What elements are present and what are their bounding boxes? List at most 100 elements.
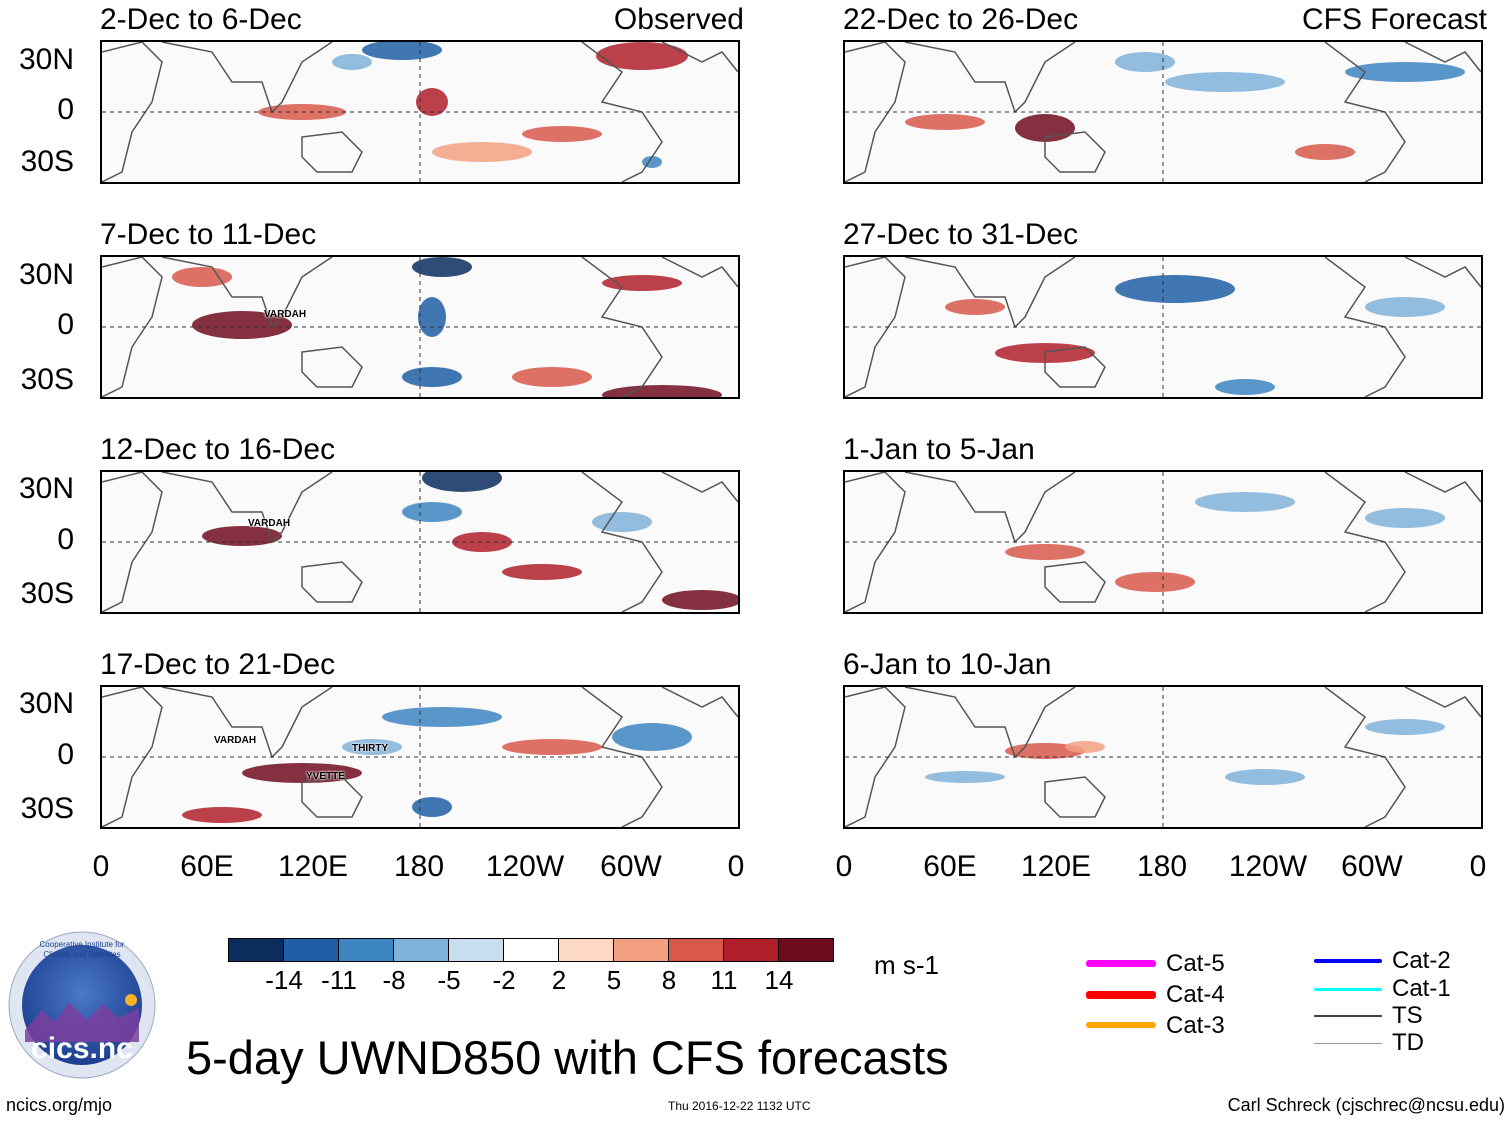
colorbar-label: 5 bbox=[606, 965, 622, 995]
lon-label: 60W bbox=[600, 850, 662, 883]
lat-label-eq: 0 bbox=[57, 738, 74, 771]
storm-label-vardah: VARDAH bbox=[214, 735, 257, 746]
lon-label: 0 bbox=[92, 850, 110, 883]
coastline bbox=[1324, 42, 1406, 182]
anomaly-map bbox=[100, 40, 740, 184]
anomaly-map bbox=[843, 255, 1483, 399]
anomaly-blob bbox=[1165, 72, 1285, 92]
colorbar-label: -8 bbox=[382, 965, 406, 995]
panel-left-3: 12-Dec to 16-Dec VARDAH bbox=[100, 432, 740, 614]
coastline bbox=[1404, 42, 1481, 73]
panel-title: 6-Jan to 10-Jan bbox=[843, 648, 1052, 681]
coastline bbox=[1324, 472, 1406, 612]
anomaly-blob bbox=[925, 771, 1005, 783]
anomaly-blob bbox=[1195, 492, 1295, 512]
storm-label-vardah: VARDAH bbox=[264, 309, 307, 320]
coastline bbox=[904, 687, 1076, 759]
panel-title: 27-Dec to 31-Dec bbox=[843, 218, 1079, 251]
colorbar-label: 2 bbox=[551, 965, 567, 995]
legend-swatch-cat3 bbox=[1086, 1022, 1156, 1028]
coastline bbox=[845, 257, 906, 397]
lon-label: 0 bbox=[1469, 850, 1487, 883]
colorbar-swatch bbox=[339, 939, 394, 961]
anomaly-blob bbox=[602, 275, 682, 291]
lat-label-30n: 30N bbox=[18, 687, 74, 720]
anomaly-blob bbox=[512, 367, 592, 387]
logo-graphic bbox=[8, 931, 156, 1079]
anomaly-map bbox=[843, 40, 1483, 184]
coastline bbox=[301, 776, 363, 818]
legend-swatch-td bbox=[1314, 1043, 1382, 1044]
coastline bbox=[1044, 346, 1106, 388]
panel-title: 7-Dec to 11-Dec bbox=[100, 218, 317, 251]
panel-title: 12-Dec to 16-Dec bbox=[100, 433, 336, 466]
colorbar-swatch bbox=[724, 939, 779, 961]
logo-ring-text: Cooperative Institute for Climate and Sa… bbox=[39, 940, 125, 959]
anomaly-blob bbox=[432, 142, 532, 162]
anomaly-blob bbox=[418, 297, 446, 337]
anomaly-blob bbox=[602, 385, 722, 397]
colorbar-units: m s-1 bbox=[874, 950, 939, 980]
anomaly-blob bbox=[332, 54, 372, 70]
colorbar-swatch bbox=[669, 939, 724, 961]
legend-swatch-cat4 bbox=[1086, 991, 1156, 999]
colorbar-label: -2 bbox=[492, 965, 516, 995]
footer-url[interactable]: ncics.org/mjo bbox=[6, 1095, 113, 1115]
anomaly-blob bbox=[192, 311, 292, 339]
legend-swatch-cat2 bbox=[1314, 959, 1382, 963]
coastline bbox=[1404, 472, 1481, 503]
anomaly-blob bbox=[422, 472, 502, 492]
panel-right-3: 1-Jan to 5-Jan bbox=[843, 432, 1483, 614]
legend-label-cat5: Cat-5 bbox=[1166, 950, 1225, 977]
coastline bbox=[581, 42, 663, 182]
footer-credit: Carl Schreck (cjschrec@ncsu.edu) bbox=[1227, 1095, 1505, 1115]
anomaly-blob bbox=[905, 114, 985, 130]
map-field bbox=[845, 42, 1481, 182]
anomaly-blob bbox=[452, 532, 512, 552]
legend-swatch-cat1 bbox=[1314, 988, 1382, 991]
anomaly-map: VARDAH bbox=[100, 255, 740, 399]
coastline bbox=[1044, 561, 1106, 603]
coastline bbox=[845, 687, 906, 827]
anomaly-map: VARDAH THIRTY YVETTE bbox=[100, 685, 740, 829]
cics-logo: Cooperative Institute for Climate and Sa… bbox=[7, 930, 157, 1080]
lon-label: 0 bbox=[727, 850, 745, 883]
panel-tag-cfs-forecast: CFS Forecast bbox=[1301, 3, 1487, 36]
storm-label-yvette: YVETTE bbox=[306, 771, 345, 782]
colorbar-swatch bbox=[284, 939, 339, 961]
lat-label-30n: 30N bbox=[18, 43, 74, 76]
panel-left-4: 17-Dec to 21-Dec VARDAH THIRTY YVETTE bbox=[100, 647, 740, 829]
panel-tag-observed: Observed bbox=[613, 3, 744, 36]
anomaly-blob bbox=[592, 512, 652, 532]
anomaly-blob bbox=[596, 42, 688, 70]
lon-label: 0 bbox=[835, 850, 853, 883]
anomaly-blob bbox=[412, 257, 472, 277]
logo-text: cics.nc bbox=[31, 1032, 133, 1065]
lat-label-eq: 0 bbox=[57, 308, 74, 341]
anomaly-blob bbox=[662, 590, 738, 610]
legend-label-td: TD bbox=[1392, 1029, 1424, 1056]
panel-left-2: 7-Dec to 11-Dec VARDAH bbox=[100, 217, 740, 399]
coastline bbox=[161, 42, 333, 114]
coastline bbox=[301, 561, 363, 603]
panel-title: 1-Jan to 5-Jan bbox=[843, 433, 1035, 466]
panel-right-4: 6-Jan to 10-Jan bbox=[843, 647, 1483, 829]
legend-label-cat3: Cat-3 bbox=[1166, 1012, 1225, 1039]
colorbar-swatch bbox=[559, 939, 614, 961]
lon-label: 120E bbox=[1020, 850, 1092, 883]
map-field bbox=[102, 687, 738, 827]
anomaly-blob bbox=[502, 739, 602, 755]
lon-label: 180 bbox=[393, 850, 445, 883]
panel-right-1: 22-Dec to 26-Dec CFS Forecast bbox=[843, 2, 1487, 184]
anomaly-blob bbox=[1365, 508, 1445, 528]
anomaly-blob bbox=[1215, 379, 1275, 395]
lon-label: 60E bbox=[180, 850, 234, 883]
anomaly-blob bbox=[182, 807, 262, 823]
anomaly-blob bbox=[1115, 52, 1175, 72]
lat-label-30s: 30S bbox=[20, 145, 74, 178]
lon-label: 60W bbox=[1341, 850, 1403, 883]
lat-label-30s: 30S bbox=[20, 577, 74, 610]
legend-label-cat1: Cat-1 bbox=[1392, 975, 1451, 1002]
anomaly-blob bbox=[945, 299, 1005, 315]
anomaly-blob bbox=[412, 797, 452, 817]
